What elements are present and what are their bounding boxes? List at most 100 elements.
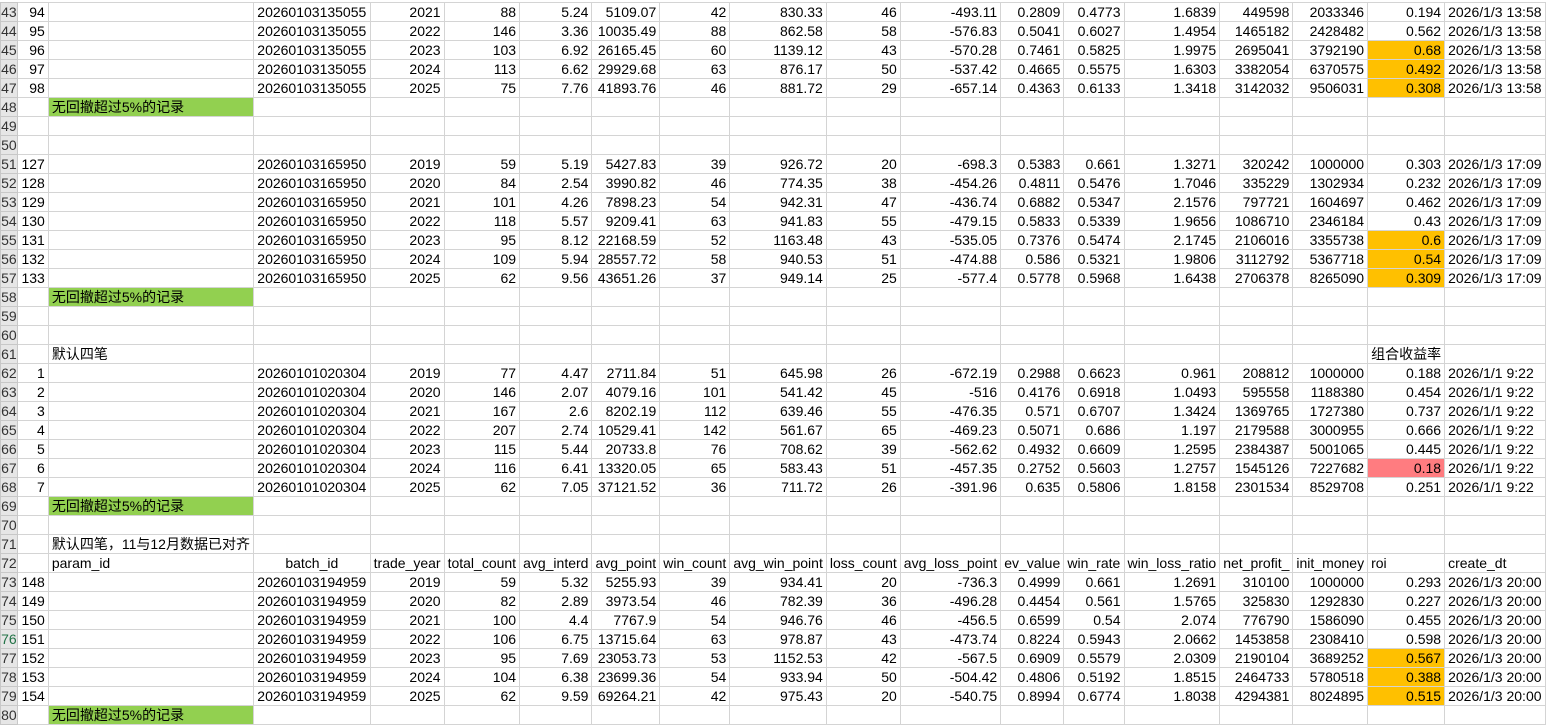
cell[interactable]: 595558 xyxy=(1219,382,1294,402)
cell[interactable] xyxy=(1063,344,1125,364)
cell[interactable] xyxy=(369,515,445,535)
column-header-cell[interactable]: roi xyxy=(1367,553,1446,573)
cell[interactable] xyxy=(369,135,445,155)
cell[interactable]: 7.05 xyxy=(519,477,593,497)
cell[interactable]: 146 xyxy=(443,382,521,402)
cell[interactable]: 975.43 xyxy=(729,686,827,706)
row-header[interactable]: 76 xyxy=(0,629,18,649)
cell[interactable] xyxy=(1219,705,1294,725)
cell[interactable] xyxy=(1444,344,1546,364)
row-header[interactable]: 79 xyxy=(0,686,18,706)
cell[interactable]: 0.5806 xyxy=(1063,477,1125,497)
cell[interactable]: 2026/1/3 13:58 xyxy=(1444,59,1546,79)
cell[interactable]: 1.6839 xyxy=(1123,2,1221,22)
cell[interactable]: 2026/1/3 20:00 xyxy=(1444,686,1546,706)
cell[interactable]: 2020 xyxy=(369,382,445,402)
cell[interactable]: 881.72 xyxy=(729,78,827,98)
cell[interactable] xyxy=(1292,515,1369,535)
cell[interactable] xyxy=(1063,325,1125,345)
cell[interactable] xyxy=(1219,116,1294,136)
cell[interactable] xyxy=(252,306,371,326)
cell[interactable]: 20260101020304 xyxy=(252,458,371,478)
cell[interactable]: 926.72 xyxy=(729,154,827,174)
cell[interactable]: 7767.9 xyxy=(591,610,661,630)
cell[interactable]: 1302934 xyxy=(1292,173,1369,193)
cell[interactable]: 52 xyxy=(659,230,731,250)
cell[interactable]: 20260103194959 xyxy=(252,686,371,706)
cell[interactable]: 20260103194959 xyxy=(252,629,371,649)
row-header[interactable]: 43 xyxy=(0,2,18,22)
column-header-cell[interactable]: ev_value xyxy=(1000,553,1065,573)
cell[interactable]: 325830 xyxy=(1219,591,1294,611)
cell[interactable]: 2024 xyxy=(369,249,445,269)
cell[interactable]: 20260103165950 xyxy=(252,230,371,250)
cell[interactable]: 39 xyxy=(659,154,731,174)
cell[interactable]: 207 xyxy=(443,420,521,440)
cell[interactable]: -577.4 xyxy=(899,268,1002,288)
cell[interactable]: 1369765 xyxy=(1219,401,1294,421)
cell[interactable]: 7 xyxy=(16,477,49,497)
cell[interactable]: 0.635 xyxy=(1000,477,1065,497)
cell[interactable]: 0.5575 xyxy=(1063,59,1125,79)
cell[interactable]: 2023 xyxy=(369,648,445,668)
cell[interactable] xyxy=(252,325,371,345)
cell[interactable]: 46 xyxy=(659,591,731,611)
row-header[interactable]: 52 xyxy=(0,173,18,193)
cell[interactable]: 8024895 xyxy=(1292,686,1369,706)
cell[interactable]: 0.661 xyxy=(1063,154,1125,174)
cell[interactable] xyxy=(591,287,661,307)
cell[interactable] xyxy=(1367,97,1446,117)
cell[interactable]: 29929.68 xyxy=(591,59,661,79)
cell[interactable] xyxy=(16,97,49,117)
cell[interactable]: 1465182 xyxy=(1219,21,1294,41)
cell[interactable]: 8202.19 xyxy=(591,401,661,421)
cell[interactable] xyxy=(1367,534,1446,554)
row-header[interactable]: 45 xyxy=(0,40,18,60)
cell[interactable] xyxy=(659,325,731,345)
cell[interactable]: 1.4954 xyxy=(1123,21,1221,41)
cell[interactable] xyxy=(443,534,521,554)
cell[interactable]: -479.15 xyxy=(899,211,1002,231)
cell[interactable]: 0.492 xyxy=(1367,59,1446,79)
cell[interactable]: 0.54 xyxy=(1063,610,1125,630)
cell[interactable]: 115 xyxy=(443,439,521,459)
cell[interactable]: 0.5347 xyxy=(1063,192,1125,212)
cell[interactable]: 1163.48 xyxy=(729,230,827,250)
cell[interactable] xyxy=(47,21,254,41)
cell[interactable] xyxy=(1000,496,1065,516)
cell[interactable]: 0.5071 xyxy=(1000,420,1065,440)
cell[interactable]: 1.9656 xyxy=(1123,211,1221,231)
cell[interactable]: 50 xyxy=(825,59,901,79)
cell[interactable]: 1000000 xyxy=(1292,154,1369,174)
cell[interactable]: 6.62 xyxy=(519,59,593,79)
cell[interactable]: 1000000 xyxy=(1292,572,1369,592)
cell[interactable] xyxy=(47,610,254,630)
cell[interactable] xyxy=(16,515,49,535)
cell[interactable]: 129 xyxy=(16,192,49,212)
cell[interactable]: 5.24 xyxy=(519,2,593,22)
cell[interactable]: 1152.53 xyxy=(729,648,827,668)
cell[interactable]: 0.4454 xyxy=(1000,591,1065,611)
row-header[interactable]: 44 xyxy=(0,21,18,41)
cell[interactable] xyxy=(825,344,901,364)
cell[interactable] xyxy=(1219,534,1294,554)
cell[interactable] xyxy=(1000,705,1065,725)
cell[interactable]: 1 xyxy=(16,363,49,383)
cell[interactable]: 0.6609 xyxy=(1063,439,1125,459)
cell[interactable]: 2023 xyxy=(369,439,445,459)
row-header[interactable]: 56 xyxy=(0,249,18,269)
cell[interactable]: 3990.82 xyxy=(591,173,661,193)
cell[interactable]: 2025 xyxy=(369,477,445,497)
cell[interactable] xyxy=(899,705,1002,725)
cell[interactable] xyxy=(47,249,254,269)
column-header-cell[interactable]: param_id xyxy=(47,553,254,573)
cell[interactable] xyxy=(47,230,254,250)
cell[interactable]: 63 xyxy=(659,59,731,79)
cell[interactable]: 978.87 xyxy=(729,629,827,649)
row-header[interactable]: 60 xyxy=(0,325,18,345)
cell[interactable]: 20260103194959 xyxy=(252,648,371,668)
cell[interactable]: 0.232 xyxy=(1367,173,1446,193)
cell[interactable]: 0.4806 xyxy=(1000,667,1065,687)
row-header[interactable]: 66 xyxy=(0,439,18,459)
cell[interactable] xyxy=(1000,306,1065,326)
